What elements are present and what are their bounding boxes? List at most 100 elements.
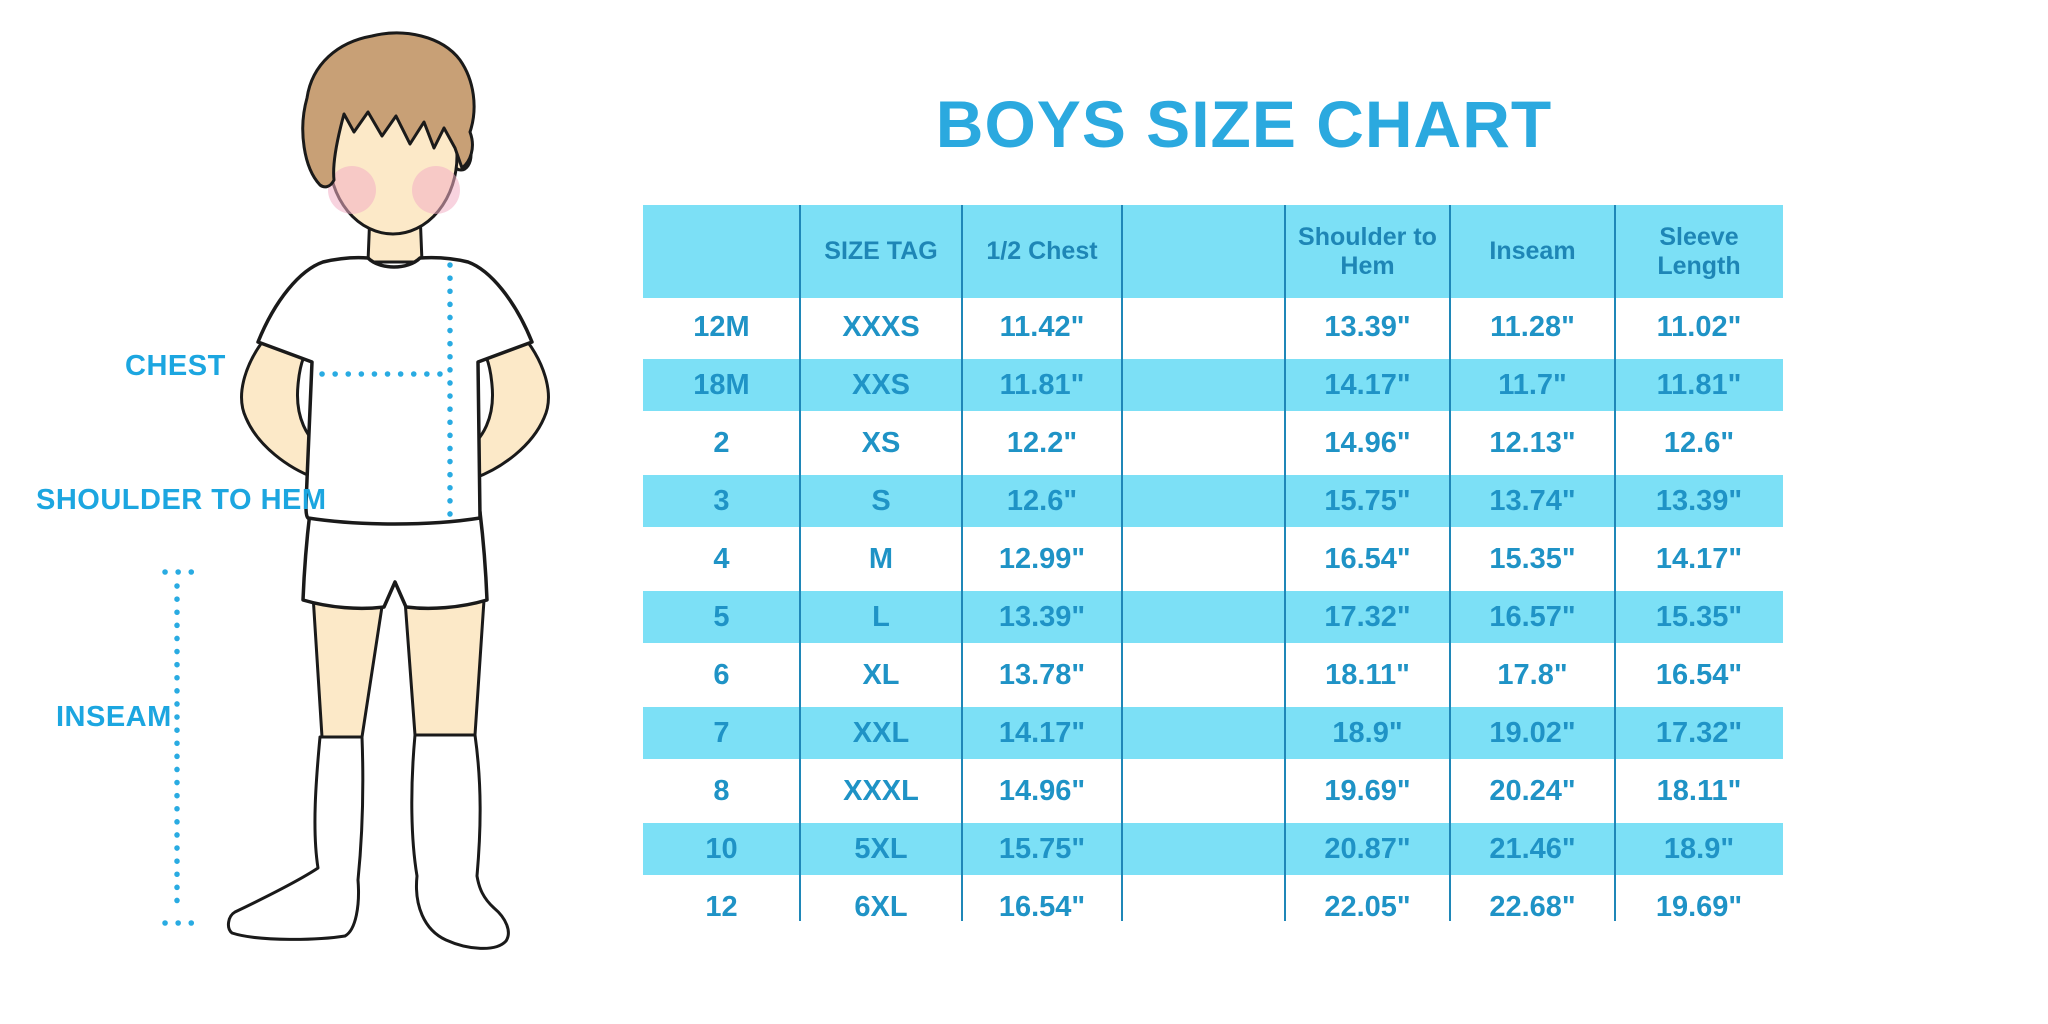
table-cell: S — [800, 472, 962, 530]
table-cell: 11.7" — [1450, 356, 1615, 414]
table-cell: 8 — [713, 774, 730, 807]
table-cell: 6XL — [854, 890, 908, 923]
table-cell: 15.75" — [962, 820, 1122, 878]
table-cell: 18.11" — [1656, 774, 1742, 807]
table-cell: XS — [861, 426, 901, 459]
table-cell: 16.54" — [1324, 542, 1411, 575]
table-cell: 13.39" — [1324, 310, 1411, 343]
inseam-measure-line — [162, 569, 203, 926]
table-cell: 19.69" — [1324, 774, 1411, 807]
header-cell: Inseam — [1450, 205, 1615, 298]
table-cell: 13.74" — [1450, 472, 1615, 530]
table-cell: XXXL — [843, 774, 919, 807]
boy-blush-left — [328, 166, 376, 214]
table-cell: 11.81" — [962, 356, 1122, 414]
table-cell: 13.78" — [998, 658, 1086, 691]
table-cell: 2 — [713, 426, 730, 459]
spacer-cell — [1122, 588, 1285, 646]
spacer-cell — [1122, 356, 1285, 414]
boy-left-sock — [226, 735, 365, 941]
page-title: BOYS SIZE CHART — [935, 87, 1553, 162]
spacer-cell — [1122, 820, 1285, 878]
spacer-cell — [1122, 704, 1285, 762]
table-cell: 3 — [643, 472, 800, 530]
spacer-cell — [1122, 878, 1285, 936]
table-cell: 15.35" — [1615, 588, 1783, 646]
table-cell: 16.54" — [998, 890, 1086, 923]
header-cell: SIZE TAG — [800, 205, 962, 298]
table-cell: 12.2" — [1006, 426, 1078, 459]
table-cell: 18.9" — [1285, 704, 1450, 762]
table-cell: 20.87" — [1285, 820, 1450, 878]
table-cell: 12M — [693, 310, 750, 343]
table-cell: L — [800, 588, 962, 646]
header-cell: 1/2 Chest — [962, 205, 1122, 298]
table-cell: 22.68" — [1489, 890, 1576, 923]
boy-right-sock — [410, 733, 510, 950]
table-cell: 17.32" — [1615, 704, 1783, 762]
table-cell: 20.24" — [1489, 774, 1576, 807]
table-cell: 4 — [713, 542, 730, 575]
shoulder-to-hem-label: SHOULDER TO HEM — [36, 484, 327, 516]
table-row: 2 XS 12.2" 14.96" 12.13" 12.6" — [643, 414, 1783, 472]
table-cell: 16.57" — [1450, 588, 1615, 646]
table-cell: 13.39" — [1615, 472, 1783, 530]
table-cell: 14.17" — [1655, 542, 1743, 575]
table-cell: 17.8" — [1497, 658, 1568, 691]
table-cell: 12 — [705, 890, 738, 923]
boy-hair — [301, 31, 476, 189]
boy-measurement-illustration — [162, 31, 550, 950]
table-header-row: SIZE TAG 1/2 Chest Shoulder to Hem Inseam Sl… — [643, 205, 1783, 298]
table-row: 10 5XL 15.75" 20.87" 21.46" 18.9" — [643, 820, 1783, 878]
spacer-cell — [1122, 298, 1285, 356]
table-row: 12M XXXS 11.42" 13.39" 11.28" 11.02" — [643, 298, 1783, 356]
table-cell: 19.02" — [1450, 704, 1615, 762]
table-row: 7 XXL 14.17" 18.9" 19.02" 17.32" — [643, 704, 1783, 762]
spacer-cell — [1122, 762, 1285, 820]
table-cell: 5XL — [800, 820, 962, 878]
spacer-cell — [1122, 530, 1285, 588]
table-cell: 12.13" — [1489, 426, 1576, 459]
table-cell: 19.69" — [1655, 890, 1743, 923]
table-cell: 18.11" — [1325, 658, 1410, 691]
table-cell: 15.35" — [1489, 542, 1576, 575]
table-cell: 11.28" — [1490, 310, 1575, 343]
table-cell: 5 — [643, 588, 800, 646]
chest-label: CHEST — [125, 350, 226, 382]
table-cell: 16.54" — [1655, 658, 1743, 691]
table-row: 5 L 13.39" 17.32" 16.57" 15.35" — [643, 588, 1783, 646]
table-cell: XL — [862, 658, 900, 691]
inseam-label: INSEAM — [56, 701, 172, 733]
table-cell: 10 — [643, 820, 800, 878]
table-cell: 12.6" — [962, 472, 1122, 530]
table-cell: 22.05" — [1324, 890, 1411, 923]
table-cell: 6 — [713, 658, 730, 691]
table-cell: 18M — [643, 356, 800, 414]
table-row: 3 S 12.6" 15.75" 13.74" 13.39" — [643, 472, 1783, 530]
header-cell: Shoulder to Hem — [1285, 205, 1450, 298]
table-cell: 7 — [643, 704, 800, 762]
spacer-cell — [1122, 414, 1285, 472]
table-cell: M — [868, 542, 894, 575]
table-cell: 12.6" — [1663, 426, 1735, 459]
table-cell: 11.81" — [1615, 356, 1783, 414]
table-cell: 21.46" — [1450, 820, 1615, 878]
boy-right-thigh — [403, 598, 486, 737]
boy-tshirt — [256, 255, 534, 526]
table-cell: 14.17" — [962, 704, 1122, 762]
table-row: 4 M 12.99" 16.54" 15.35" 14.17" — [643, 530, 1783, 588]
header-cell — [643, 205, 800, 298]
table-body: 12M XXXS 11.42" 13.39" 11.28" 11.02" 18M XXS 11.… — [643, 298, 1783, 936]
table-cell: 17.32" — [1285, 588, 1450, 646]
table-cell: XXXS — [842, 310, 920, 343]
table-row: 6 XL 13.78" 18.11" 17.8" 16.54" — [643, 646, 1783, 704]
table-cell: XXL — [800, 704, 962, 762]
table-cell: 14.96" — [1324, 426, 1411, 459]
table-cell: 11.02" — [1656, 310, 1742, 343]
spacer-cell — [1122, 646, 1285, 704]
table-row: 12 6XL 16.54" 22.05" 22.68" 19.69" — [643, 878, 1783, 936]
size-table: SIZE TAG 1/2 Chest Shoulder to Hem Inseam Sl… — [643, 205, 1783, 936]
table-cell: XXS — [800, 356, 962, 414]
table-cell: 14.17" — [1285, 356, 1450, 414]
